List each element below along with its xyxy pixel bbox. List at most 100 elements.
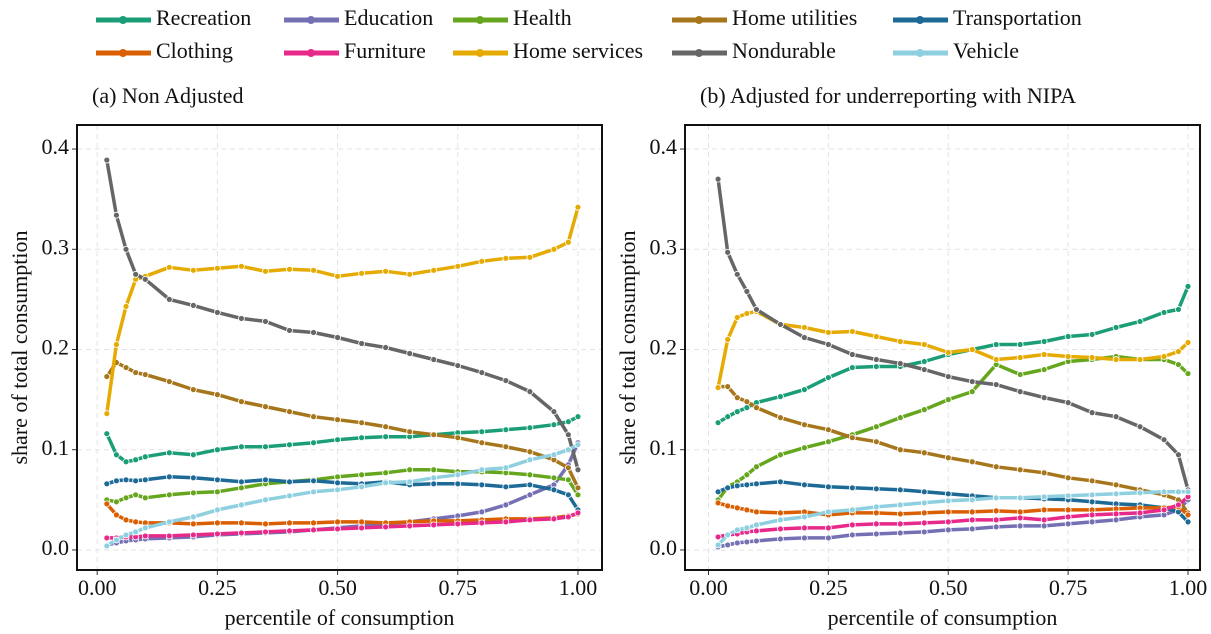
data-point [1016, 466, 1024, 474]
plot-frame [684, 124, 1201, 571]
data-point [992, 381, 1000, 388]
data-point [724, 413, 732, 421]
data-point [920, 358, 928, 365]
data-point [502, 377, 510, 384]
data-point [238, 519, 245, 527]
data-point [238, 315, 245, 322]
data-point [944, 454, 952, 462]
data-point [896, 510, 904, 518]
data-point [430, 480, 438, 488]
x-tick-label: 1.00 [1169, 575, 1208, 600]
data-point [896, 338, 904, 345]
data-point [141, 494, 149, 502]
data-point [564, 238, 572, 246]
legend-marker [695, 49, 703, 57]
legend-label: Vehicle [953, 38, 1019, 63]
data-point [286, 327, 293, 334]
data-point [122, 531, 130, 539]
legend-label: Clothing [156, 38, 233, 63]
data-point [777, 535, 784, 543]
data-point [1088, 518, 1096, 526]
data-point [238, 501, 245, 509]
data-point [165, 263, 173, 271]
y-tick-label: 0.0 [42, 535, 70, 560]
data-point [430, 466, 438, 474]
data-point [238, 478, 245, 486]
data-point [824, 438, 832, 446]
data-point [1175, 348, 1182, 355]
data-point [358, 518, 366, 526]
series-line [105, 159, 580, 471]
data-point [920, 366, 928, 373]
data-point [113, 511, 120, 519]
data-point [454, 520, 462, 528]
data-point [132, 528, 140, 536]
data-point [382, 423, 390, 431]
data-point [992, 516, 1000, 524]
data-point [777, 478, 784, 486]
data-point [743, 310, 751, 317]
data-point [1184, 339, 1192, 346]
data-point [238, 529, 245, 537]
data-point [777, 516, 784, 524]
x-tick-label: 0.75 [1049, 575, 1088, 600]
data-point [454, 471, 462, 479]
data-point [824, 483, 832, 491]
data-point [777, 509, 784, 517]
data-point [920, 519, 928, 527]
data-point [896, 501, 904, 509]
data-point [122, 494, 130, 502]
data-point [800, 524, 808, 532]
data-point [1175, 306, 1182, 313]
data-point [574, 509, 582, 517]
data-point [1160, 488, 1168, 496]
data-point [1088, 498, 1096, 506]
data-point [334, 525, 341, 533]
data-point [526, 424, 534, 432]
data-point [262, 403, 269, 411]
data-point [800, 534, 808, 542]
data-point [992, 494, 1000, 502]
data-point [550, 421, 558, 429]
data-point [478, 466, 486, 474]
data-point [1136, 356, 1144, 363]
data-point [165, 518, 173, 526]
legend-entry: Recreation [96, 5, 251, 30]
x-axis-title: percentile of consumption [828, 605, 1058, 630]
data-point [753, 404, 760, 412]
data-point [1040, 351, 1048, 358]
panel: (a) Non Adjusted 0.0 0.1 0.2 0.3 0.4 0.00 0.25 0… [7, 83, 603, 630]
y-tick-label: 0.3 [42, 234, 70, 259]
legend-label: Recreation [156, 5, 251, 30]
x-tick-label: 0.25 [809, 575, 848, 600]
data-point [564, 513, 572, 521]
data-point [944, 526, 952, 534]
data-point [1016, 494, 1024, 502]
data-point [872, 356, 880, 363]
data-point [872, 530, 880, 538]
data-point [1016, 522, 1024, 530]
data-point [872, 503, 880, 511]
data-point [310, 488, 317, 496]
x-axis-title: percentile of consumption [225, 605, 455, 630]
data-point [382, 479, 390, 487]
data-point [724, 248, 732, 256]
legend-label: Furniture [344, 38, 426, 63]
data-point [189, 531, 197, 539]
y-tick-label: 0.0 [650, 535, 678, 560]
data-point [334, 436, 341, 444]
data-point [286, 519, 293, 527]
data-point [920, 449, 928, 457]
data-point [358, 483, 366, 491]
y-tick-label: 0.2 [650, 335, 678, 360]
data-point [743, 471, 751, 479]
legend-marker [476, 16, 484, 24]
legend-label: Home services [513, 38, 643, 63]
data-point [286, 478, 293, 486]
data-point [262, 520, 269, 528]
data-point [189, 266, 197, 274]
data-point [714, 419, 722, 427]
data-point [800, 421, 808, 429]
data-point [454, 262, 462, 270]
